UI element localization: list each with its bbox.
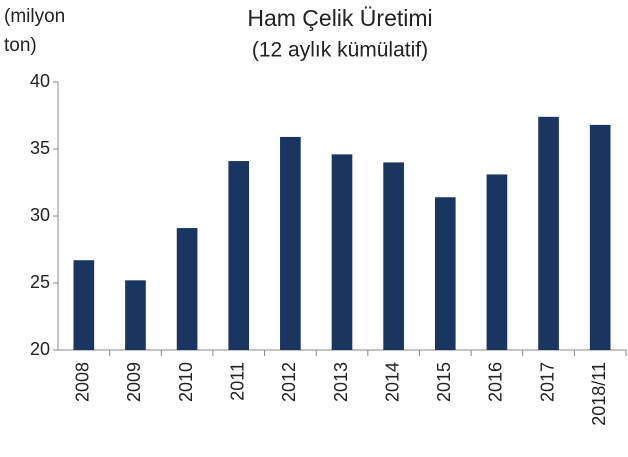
x-tick-label: 2017 [537, 362, 557, 402]
y-tick-label: 25 [30, 272, 50, 292]
bar [176, 228, 198, 350]
bar [125, 280, 146, 350]
x-tick-label: 2014 [382, 362, 402, 402]
x-tick-label: 2013 [331, 362, 351, 402]
y-tick-label: 35 [30, 138, 50, 158]
y-tick-label: 40 [30, 71, 50, 91]
x-tick-label: 2009 [124, 362, 144, 402]
bar [73, 260, 95, 350]
bar [331, 154, 353, 350]
bar [434, 197, 456, 350]
bar [538, 116, 559, 350]
x-tick-label: 2011 [227, 362, 247, 401]
bar [228, 161, 250, 350]
bar [383, 162, 404, 350]
x-tick-label: 2016 [486, 362, 506, 402]
y-tick-label: 20 [30, 339, 50, 359]
x-tick-label: 2008 [73, 362, 93, 402]
chart-title: Ham Çelik Üretimi [247, 5, 432, 31]
bar [280, 136, 301, 350]
chart-subtitle: (12 aylık kümülatif) [252, 39, 428, 62]
bar [589, 124, 611, 350]
y-tick-label: 30 [30, 205, 50, 225]
x-tick-label: 2010 [176, 362, 196, 402]
x-tick-label: 2015 [434, 362, 454, 402]
y-axis-label: (milyon ton) [4, 6, 66, 56]
x-tick-label: 2018/11 [589, 362, 609, 426]
bar [486, 174, 508, 350]
x-tick-label: 2012 [279, 362, 299, 402]
